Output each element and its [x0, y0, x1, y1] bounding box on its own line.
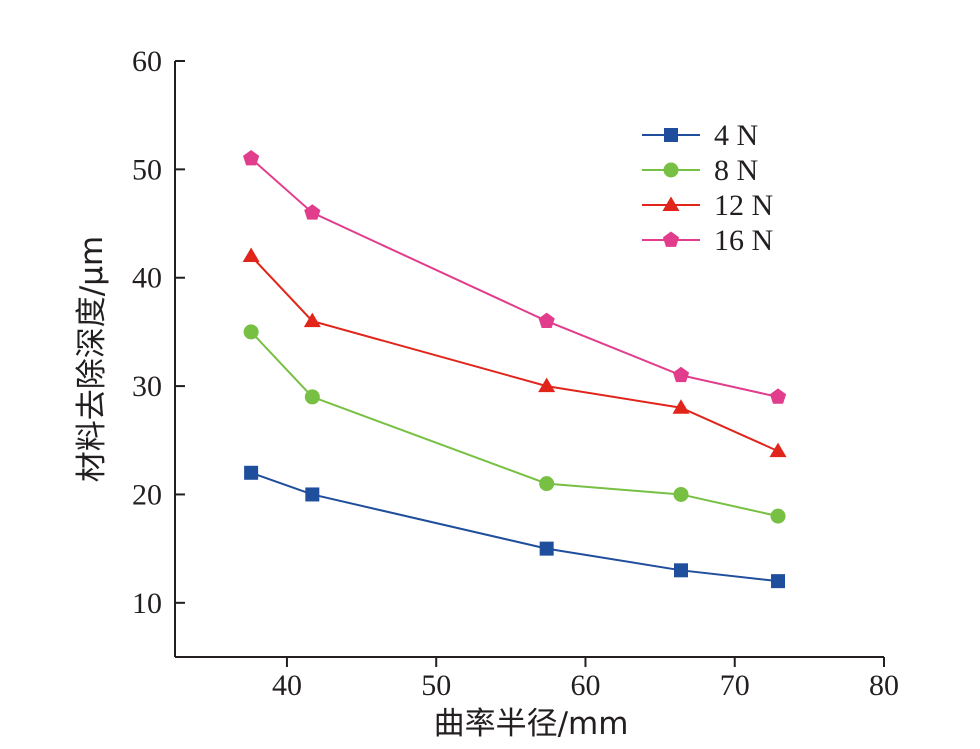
data-point	[674, 563, 689, 578]
series-16n	[243, 150, 787, 404]
data-point	[769, 388, 787, 404]
x-tick-label: 40	[272, 669, 302, 702]
legend-label: 4 N	[714, 119, 758, 152]
data-point	[539, 476, 555, 492]
data-point	[305, 487, 320, 502]
legend-marker	[664, 128, 678, 142]
legend-marker	[663, 162, 679, 178]
data-point	[672, 366, 690, 383]
x-tick-label: 50	[421, 669, 451, 702]
y-tick-label: 60	[132, 45, 162, 78]
series-line	[250, 471, 779, 583]
y-tick-label: 20	[132, 478, 162, 511]
legend-item: 4 N	[642, 119, 758, 152]
data-point	[243, 150, 260, 166]
y-axis-title: 材料去除深度/μm	[74, 236, 110, 482]
data-point	[304, 389, 320, 405]
legend-marker	[662, 196, 680, 211]
y-tick-label: 50	[132, 153, 162, 186]
y-tick-label: 40	[132, 262, 162, 295]
series-8n	[243, 324, 786, 524]
x-axis-title: 曲率半径/mm	[434, 706, 629, 742]
series-line	[250, 157, 779, 398]
legend-label: 16 N	[714, 224, 773, 257]
y-tick-label: 30	[132, 370, 162, 403]
x-tick-label: 80	[869, 669, 899, 702]
data-point	[539, 541, 554, 556]
series-12n	[242, 247, 787, 458]
legend-label: 12 N	[714, 189, 773, 222]
legend-item: 16 N	[642, 224, 773, 257]
data-point	[304, 204, 321, 220]
legend: 4 N8 N12 N16 N	[642, 119, 773, 257]
x-tick-label: 70	[720, 669, 750, 702]
series-layer	[242, 150, 787, 589]
legend-item: 12 N	[642, 189, 773, 222]
series-line	[250, 255, 779, 453]
y-tick-label: 10	[132, 587, 162, 620]
y-ticks: 10 20 30 40 50 60	[132, 45, 185, 620]
data-point	[672, 399, 690, 414]
legend-item: 8 N	[642, 154, 758, 187]
axes	[174, 61, 884, 658]
data-point	[769, 442, 787, 458]
data-point	[538, 377, 556, 393]
legend-label: 8 N	[714, 154, 758, 187]
data-point	[244, 465, 259, 480]
series-4n	[244, 465, 786, 589]
data-point	[770, 508, 786, 524]
legend-marker	[662, 231, 680, 247]
data-point	[243, 324, 259, 340]
data-point	[242, 247, 260, 263]
series-line	[250, 331, 779, 518]
x-ticks: 40 50 60 70 80	[272, 657, 899, 702]
data-point	[538, 312, 555, 328]
data-point	[673, 486, 689, 502]
data-point	[303, 312, 321, 328]
x-tick-label: 60	[570, 669, 600, 702]
data-point	[771, 574, 786, 589]
